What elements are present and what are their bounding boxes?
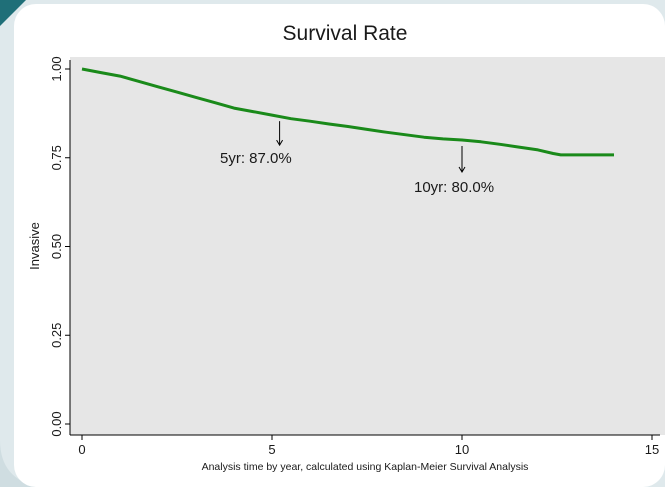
x-tick-label: 5 bbox=[268, 442, 275, 457]
corner-accent-top-left bbox=[0, 0, 26, 26]
x-tick-label: 15 bbox=[645, 442, 659, 457]
x-tick-label: 0 bbox=[78, 442, 85, 457]
y-tick-label: 1.00 bbox=[49, 56, 64, 81]
annotation-arrow-head bbox=[276, 139, 284, 147]
annotation-label: 5yr: 87.0% bbox=[220, 150, 292, 167]
x-axis-label: Analysis time by year, calculated using … bbox=[202, 461, 529, 473]
survival-curve bbox=[81, 67, 614, 157]
plot-area bbox=[70, 57, 665, 435]
chart-title: Survival Rate bbox=[283, 22, 408, 45]
annotation-arrow-head bbox=[458, 166, 466, 173]
y-tick-label: 0.75 bbox=[49, 145, 64, 170]
y-tick-label: 0.00 bbox=[49, 411, 64, 436]
y-tick-label: 0.25 bbox=[49, 323, 64, 348]
x-tick-label: 10 bbox=[455, 442, 469, 457]
corner-accent-bottom-left bbox=[0, 440, 40, 487]
annotation-label: 10yr: 80.0% bbox=[414, 179, 494, 196]
y-tick-label: 0.50 bbox=[49, 234, 64, 259]
y-axis-label: Invasive bbox=[27, 222, 42, 270]
